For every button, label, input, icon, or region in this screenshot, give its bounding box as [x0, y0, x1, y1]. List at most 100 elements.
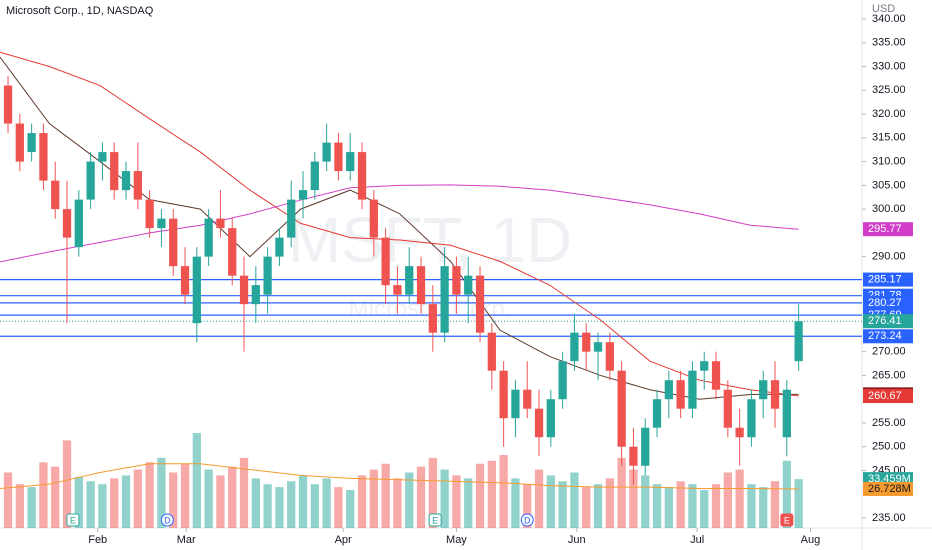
- volume-bar: [74, 476, 83, 528]
- volume-bar: [688, 484, 697, 528]
- y-tick-label: 250.00: [872, 441, 906, 453]
- volume-bar: [192, 433, 201, 528]
- volume-bar: [393, 478, 402, 528]
- volume-bar: [62, 440, 72, 528]
- x-tick-label: Apr: [335, 534, 352, 546]
- candle-body: [617, 370, 626, 447]
- candle-body: [700, 361, 709, 371]
- volume-bar: [664, 487, 673, 528]
- event-label: E: [784, 515, 790, 525]
- event-label: D: [524, 515, 531, 525]
- x-tick-label: Feb: [88, 534, 107, 546]
- chart-title: Microsoft Corp., 1D, NASDAQ: [6, 5, 154, 17]
- candle-body: [759, 380, 768, 400]
- candle-body: [534, 408, 544, 438]
- volume-bar: [629, 469, 638, 528]
- candle-body: [570, 332, 579, 362]
- candle-body: [263, 256, 272, 295]
- volume-bar: [759, 487, 768, 528]
- volume-bar: [582, 487, 591, 528]
- candle-body: [157, 218, 166, 229]
- candle-body: [546, 399, 555, 438]
- volume-bar: [334, 487, 343, 528]
- volume-bar: [287, 481, 296, 528]
- candle-body: [239, 275, 249, 305]
- candle-body: [452, 266, 461, 295]
- volume-bar: [794, 479, 803, 528]
- candle-body: [405, 266, 414, 295]
- y-tick-label: 335.00: [872, 37, 906, 49]
- volume-bar: [216, 475, 225, 528]
- y-tick-label: 270.00: [872, 346, 906, 358]
- y-tick-label: 325.00: [872, 84, 906, 96]
- candle-body: [192, 256, 201, 324]
- volume-bar: [405, 472, 414, 528]
- candle-body: [322, 142, 331, 162]
- y-tick-label: 235.00: [872, 512, 906, 524]
- volume-bar: [570, 472, 579, 528]
- currency: USD: [872, 3, 895, 15]
- candle-body: [169, 218, 178, 267]
- volume-bar: [770, 481, 780, 528]
- candle-body: [794, 321, 803, 362]
- volume-bar: [676, 481, 685, 528]
- candle-body: [62, 209, 72, 238]
- event-badge: [66, 513, 80, 527]
- candle-body: [711, 361, 721, 390]
- event-badge: [780, 513, 794, 527]
- candle-body: [133, 171, 142, 200]
- candle-body: [251, 285, 260, 305]
- volume-bar: [747, 484, 756, 528]
- y-tick-label: 340.00: [872, 13, 906, 25]
- volume-bar: [652, 484, 662, 528]
- candle-body: [287, 199, 296, 238]
- candle-body: [86, 161, 95, 200]
- candle-body: [523, 389, 532, 409]
- volume-bar: [239, 457, 249, 528]
- price-label: 285.17: [868, 273, 902, 285]
- volume-ma-line: [0, 463, 799, 490]
- volume-bar: [711, 484, 721, 528]
- moving-average: [0, 184, 799, 263]
- volume-bar: [641, 475, 650, 528]
- x-tick-label: Jul: [690, 534, 704, 546]
- price-label-bg: [863, 314, 913, 329]
- candle-body: [275, 237, 284, 257]
- volume-bar: [322, 478, 331, 528]
- y-tick-label: 290.00: [872, 251, 906, 263]
- volume-bar: [499, 454, 508, 528]
- candle-body: [582, 332, 591, 352]
- candle-body: [593, 342, 603, 352]
- volume-bar: [86, 481, 95, 528]
- volume-bar: [440, 469, 449, 528]
- y-tick-label: 315.00: [872, 132, 906, 144]
- candle-body: [74, 199, 83, 248]
- y-tick-label: 330.00: [872, 60, 906, 72]
- volume-bar: [723, 472, 732, 528]
- volume-bar: [534, 469, 544, 528]
- volume-bar: [593, 484, 603, 528]
- volume-bar: [298, 475, 308, 528]
- x-tick-label: Mar: [177, 534, 196, 546]
- event-marker: E: [428, 513, 442, 527]
- event-marker: D: [520, 513, 534, 527]
- volume-bar: [3, 472, 13, 528]
- candle-body: [723, 389, 732, 428]
- price-label-bg: [863, 295, 913, 310]
- y-tick-label: 300.00: [872, 203, 906, 215]
- candle-body: [664, 380, 673, 400]
- candle-body: [15, 123, 24, 162]
- volume-bar: [98, 484, 107, 528]
- candle-body: [216, 218, 225, 229]
- volume-bar: [369, 469, 378, 528]
- candle-body: [735, 427, 744, 438]
- candle-body: [782, 389, 791, 438]
- x-tick-label: Aug: [801, 534, 821, 546]
- candle-body: [334, 142, 343, 172]
- event-label: D: [164, 515, 171, 525]
- volume-bar: [110, 478, 119, 528]
- candle-body: [487, 332, 496, 371]
- candle-body: [428, 304, 437, 333]
- y-tick-label: 305.00: [872, 179, 906, 191]
